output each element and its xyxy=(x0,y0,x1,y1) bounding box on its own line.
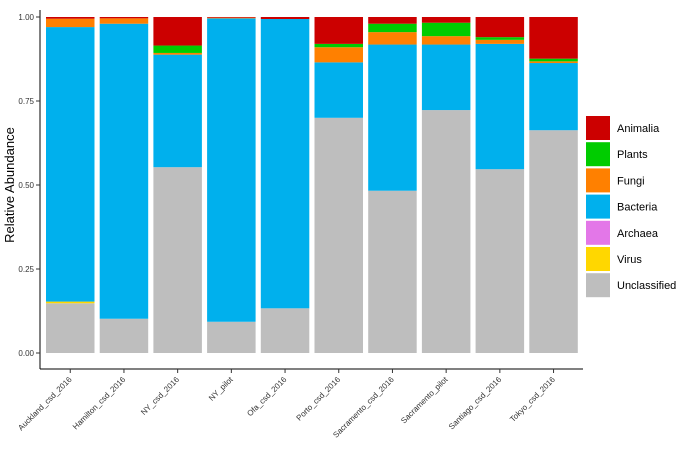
bar-segment-bacteria xyxy=(260,19,310,309)
bar-segment-animalia xyxy=(46,17,95,19)
bar-segment-fungi xyxy=(207,17,256,19)
bar-segment-virus xyxy=(46,301,95,304)
legend-label-fungi: Fungi xyxy=(617,175,645,187)
bar-segment-unclassified xyxy=(207,321,256,353)
bar-segment-plants xyxy=(421,22,471,37)
legend-label-bacteria: Bacteria xyxy=(617,202,658,214)
x-tick-label: NY_csd_2016 xyxy=(139,375,181,417)
legend-key-fungi xyxy=(586,168,610,193)
bar-segment-animalia xyxy=(475,17,525,38)
bar-segment-bacteria xyxy=(368,44,417,191)
x-tick-label: Ofa_csd_2016 xyxy=(245,375,289,419)
bar-segment-bacteria xyxy=(46,27,95,302)
bar-segment-fungi xyxy=(99,18,149,24)
bar-segment-unclassified xyxy=(260,308,310,353)
legend-key-archaea xyxy=(586,220,610,245)
x-tick-label: Sacramento_csd_2016 xyxy=(331,375,396,440)
x-tick-label: Auckland_csd_2016 xyxy=(16,375,74,433)
bar-segment-bacteria xyxy=(475,43,525,170)
legend-label-animalia: Animalia xyxy=(617,123,660,135)
bar-segment-animalia xyxy=(207,17,256,18)
bar-segment-bacteria xyxy=(314,62,363,118)
bar-segment-fungi xyxy=(46,18,95,28)
bar-segment-unclassified xyxy=(421,110,471,354)
legend-label-virus: Virus xyxy=(617,254,642,266)
legend-key-virus xyxy=(586,247,610,271)
y-tick-label: 0.50 xyxy=(18,181,34,190)
bar-segment-unclassified xyxy=(99,318,149,353)
legend-label-archaea: Archaea xyxy=(617,228,659,240)
bar-segment-animalia xyxy=(529,17,578,59)
bar-segment-fungi xyxy=(368,32,417,45)
x-tick-label: Hamilton_csd_2016 xyxy=(71,375,128,432)
bar-segment-animalia xyxy=(153,17,202,46)
bar-segment-fungi xyxy=(153,52,202,55)
y-axis-title: Relative Abundance xyxy=(2,127,17,243)
bar-segment-unclassified xyxy=(475,169,525,353)
legend-label-plants: Plants xyxy=(617,149,648,161)
bar-segment-bacteria xyxy=(99,23,149,319)
bar-segment-bacteria xyxy=(207,18,256,322)
bar-segment-unclassified xyxy=(368,190,417,353)
legend: Animalia Plants Fungi Bacteria Archaea Virus U… xyxy=(586,116,676,298)
bar-segment-animalia xyxy=(99,17,149,19)
bar-segment-plants xyxy=(529,58,578,62)
bar-segment-bacteria xyxy=(153,54,202,168)
legend-key-unclassified xyxy=(586,273,610,298)
y-tick-label: 0.75 xyxy=(18,97,34,106)
legend-key-bacteria xyxy=(586,194,610,219)
bar-segment-fungi xyxy=(421,36,471,45)
bar-segment-unclassified xyxy=(529,130,578,353)
x-tick-label: Tokyo_csd_2016 xyxy=(508,375,557,424)
bar-segment-plants xyxy=(314,43,363,48)
bar-segment-unclassified xyxy=(46,303,95,353)
legend-label-unclassified: Unclassified xyxy=(617,280,676,292)
x-tick-label: Porto_csd_2016 xyxy=(295,375,343,423)
x-tick-label: NY_pilot xyxy=(207,375,235,403)
bar-area xyxy=(46,17,578,354)
bar-segment-animalia xyxy=(260,17,310,20)
legend-key-animalia xyxy=(586,116,610,140)
bar-segment-unclassified xyxy=(153,167,202,353)
bar-segment-plants xyxy=(153,45,202,53)
bar-segment-plants xyxy=(368,23,417,33)
bar-segment-animalia xyxy=(421,17,471,23)
x-tick-label: Santiago_csd_2016 xyxy=(447,375,504,432)
y-tick-label: 0.00 xyxy=(18,349,34,358)
bar-segment-fungi xyxy=(529,61,578,64)
legend-key-plants xyxy=(586,142,610,167)
bar-segment-unclassified xyxy=(314,117,363,353)
y-axis-ticks: 0.00 0.25 0.50 0.75 1.00 xyxy=(18,13,40,358)
y-tick-label: 0.25 xyxy=(18,265,34,274)
y-tick-label: 1.00 xyxy=(18,13,34,22)
bar-segment-plants xyxy=(475,37,525,40)
bar-segment-animalia xyxy=(368,17,417,24)
bar-segment-fungi xyxy=(314,47,363,63)
bar-segment-bacteria xyxy=(421,44,471,111)
x-tick-label: Sacramento_pilot xyxy=(399,375,450,426)
bar-segment-animalia xyxy=(314,17,363,44)
bar-segment-fungi xyxy=(475,39,525,44)
bar-segment-bacteria xyxy=(529,63,578,131)
